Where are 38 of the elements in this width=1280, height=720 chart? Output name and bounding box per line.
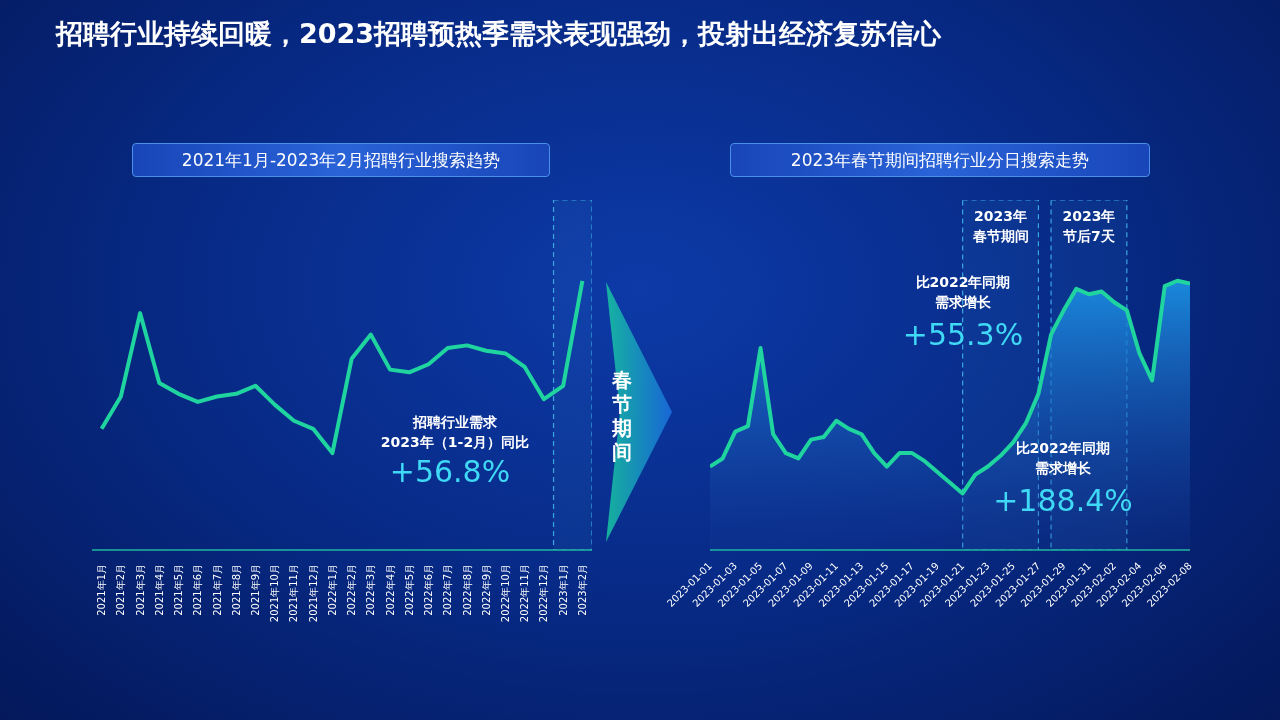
- x-tick-label: 2022年10月: [499, 564, 511, 623]
- x-tick-label: 2022年1月: [326, 564, 338, 616]
- annotation: 比2022年同期需求增长: [915, 273, 1011, 312]
- x-tick-label: 2022年4月: [384, 564, 396, 616]
- x-tick-label: 2021年12月: [307, 564, 319, 623]
- x-tick-label: 2022年2月: [346, 564, 358, 616]
- x-tick-label: 2021年4月: [153, 564, 165, 616]
- band-label: 2023年春节期间: [971, 207, 1030, 246]
- x-tick-label: 2021年10月: [269, 564, 281, 623]
- x-tick-label: 2021年11月: [288, 564, 300, 623]
- text: 春节期间: [611, 368, 633, 464]
- annotation: +56.8%: [389, 454, 511, 489]
- x-tick-label: 2021年3月: [134, 564, 146, 616]
- x-tick-label: 2022年6月: [423, 564, 435, 616]
- x-tick-label: 2021年6月: [192, 564, 204, 616]
- x-tick-label: 2021年9月: [249, 564, 261, 616]
- annotation: +55.3%: [902, 317, 1024, 352]
- x-tick-label: 2021年2月: [115, 564, 127, 616]
- x-tick-label: 2021年7月: [211, 564, 223, 616]
- x-tick-label: 2022年3月: [365, 564, 377, 616]
- annotation: +188.4%: [993, 483, 1133, 518]
- x-tick-label: 2022年7月: [442, 564, 454, 616]
- annotation: 招聘行业需求 2023年（1-2月）同比: [380, 413, 530, 452]
- band-label: 2023年节后7天: [1061, 207, 1117, 246]
- x-tick-label: 2021年1月: [96, 564, 108, 616]
- x-tick-label: 2022年9月: [480, 564, 492, 616]
- x-tick-label: 2023年2月: [576, 564, 588, 616]
- chart-title: 2023年春节期间招聘行业分日搜索走势: [730, 143, 1150, 177]
- annotation: 比2022年同期需求增长: [1015, 439, 1111, 478]
- x-tick-label: 2022年5月: [403, 564, 415, 616]
- x-tick-label: 2022年8月: [461, 564, 473, 616]
- x-tick-label: 2021年8月: [230, 564, 242, 616]
- chart-title: 招聘行业持续回暖，2023招聘预热季需求表现强劲，投射出经济复苏信心: [56, 17, 942, 51]
- x-tick-label: 2022年12月: [538, 564, 550, 623]
- x-tick-label: 2023年1月: [557, 564, 569, 616]
- x-tick-label: 2021年5月: [173, 564, 185, 616]
- x-tick-label: 2022年11月: [519, 564, 531, 623]
- chart-subtitle: 2021年1月-2023年2月招聘行业搜索趋势: [132, 143, 550, 177]
